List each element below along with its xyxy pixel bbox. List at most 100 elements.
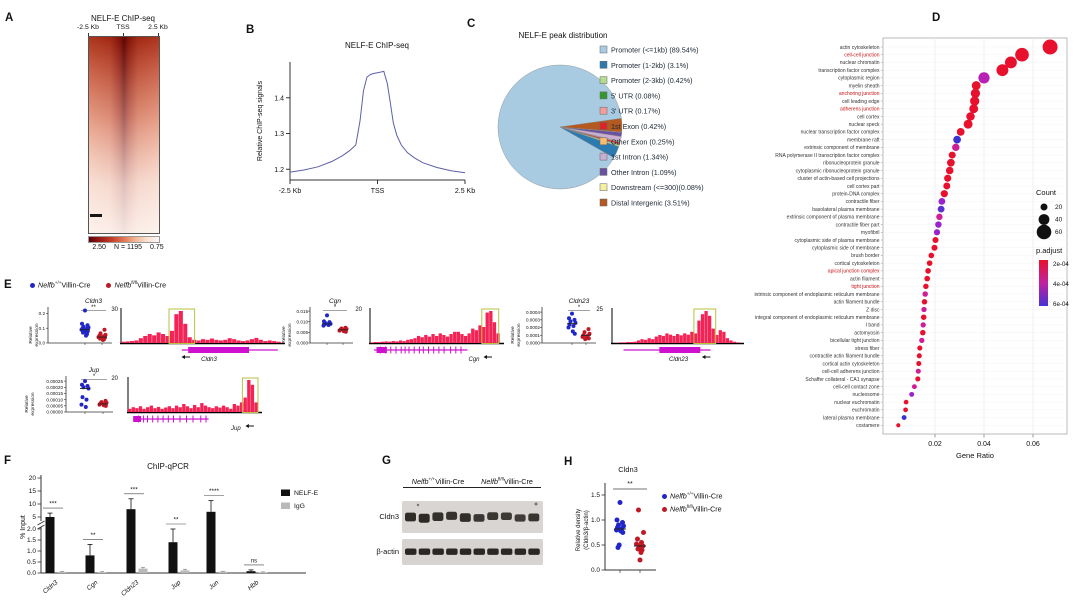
chipseq-track-bar [489,311,493,343]
go-term-dot [931,244,938,251]
data-point-ko [638,550,644,555]
go-term-dot [935,221,942,228]
data-point-ko [102,327,107,332]
go-term-label: ribonucleoprotein granule [823,161,880,167]
cldn3-band [459,513,471,522]
y-tick: 1.0 [27,548,36,555]
chipseq-track-bar [391,341,395,343]
panel-f-chip-qpcr-bars: ChIP-qPCR % Input 0.0 0.5 1.0 1.5 2.0 5 10 15 20 **… [18,455,353,605]
chipseq-track-bar [715,335,719,343]
data-point-ko [635,546,641,552]
expression-scatter-and-track: Relative expression 0.000000.000050.000100… [24,367,262,432]
go-term-dot [924,275,931,282]
significance: *** [49,501,57,508]
y-tick: 1.4 [274,95,284,102]
chipseq-track-bar [471,328,475,343]
data-point-wt [572,331,577,336]
genotype-label: Nelfbfl/flVillin-Cre [662,504,722,514]
chipseq-track-bar [693,333,698,343]
legend-label: 1st Exon (0.42%) [611,122,666,131]
significance: * [93,374,96,380]
data-point-wt [321,323,326,328]
chipseq-track-bar [125,341,130,343]
data-point-wt [615,545,621,550]
bar-nelfe [85,555,95,573]
chipseq-track-bar [171,408,175,412]
y-tick: 1.5 [27,537,36,544]
chipseq-track-bar [413,338,417,343]
panel-letter-g: G [382,455,391,467]
axis-tick [123,33,124,36]
go-term-dot [937,205,945,213]
bar-igg [138,568,148,573]
data-point-wt [83,308,87,313]
go-term-label: actin cytoskeleton [840,45,880,51]
bar-igg [97,572,107,573]
y-tick: 0.1 [39,326,46,331]
peak-highlight-box [168,308,196,344]
go-term-dot [978,72,990,84]
go-term-dot [926,260,933,266]
go-term-dot [916,353,922,359]
legend-label: Promoter (1-2kb) (3.1%) [611,61,689,70]
chipseq-track-bar [629,342,634,343]
y-tick: 0.0003 [526,318,540,323]
chipseq-track-bar [169,330,174,343]
cldn3-band [528,513,540,522]
go-term-label: cell cortex [857,114,880,120]
chipseq-track-bar [668,334,673,343]
go-term-dot [940,190,948,198]
gene-model [133,416,141,422]
chipseq-track-bar [254,402,258,412]
chipseq-track-bar [736,342,740,343]
y-tick: 0.0 [39,341,46,346]
axis-tick [88,33,89,36]
gene-model [659,347,701,353]
chipseq-track-bar [619,342,623,343]
chipseq-track-bar [676,334,680,343]
go-term-label: actomyosin [854,330,880,336]
chipseq-track-bar [622,342,626,343]
chipseq-track-bar [431,334,435,343]
legend-dot-icon [662,493,667,499]
y-tick: 0.0 [591,567,600,574]
go-term-label: myofibril [861,230,880,236]
gene-name: Cgn [468,357,480,363]
strand-arrow-icon [701,355,706,359]
track-scale-max: 30 [111,307,118,313]
go-term-dot [966,112,975,121]
go-term-dot [922,291,928,297]
chipseq-track-bar [711,328,715,343]
y-tick: 0.0000 [526,341,540,346]
bar-nelfe [168,542,178,573]
data-point-ko [101,338,105,343]
chipseq-track-bar [164,407,168,412]
significance: *** [130,486,138,493]
chipseq-track-bar [690,331,694,343]
chipseq-track-bar [165,335,170,343]
data-point-ko [635,536,640,542]
chipseq-track-bar [167,406,172,412]
chipseq-track-bar [453,331,457,343]
chipseq-track-bar [149,405,153,412]
go-term-dot [1042,39,1058,55]
legend-padj: 4e-04 [1053,281,1069,288]
y-axis-label: Relative [281,326,287,344]
chipseq-track-bar [467,333,471,343]
actin-band [432,548,444,555]
chipseq-track-bar [402,341,406,343]
chipseq-track-bar [636,340,641,343]
bar-igg [218,571,228,573]
legend-dot-icon [30,282,35,288]
go-term-dot [938,197,946,205]
blot-row-label: Cldn3 [379,512,399,521]
go-term-dot [921,306,927,313]
go-term-label: cell cortex part [847,184,880,190]
bar-nelfe [45,517,55,573]
data-point-ko [97,402,102,407]
chipseq-track-bar [640,339,644,343]
chipseq-track-bar [241,341,246,343]
chipseq-track-bar [474,330,479,343]
colorbar-min: 0.75 [150,244,164,251]
